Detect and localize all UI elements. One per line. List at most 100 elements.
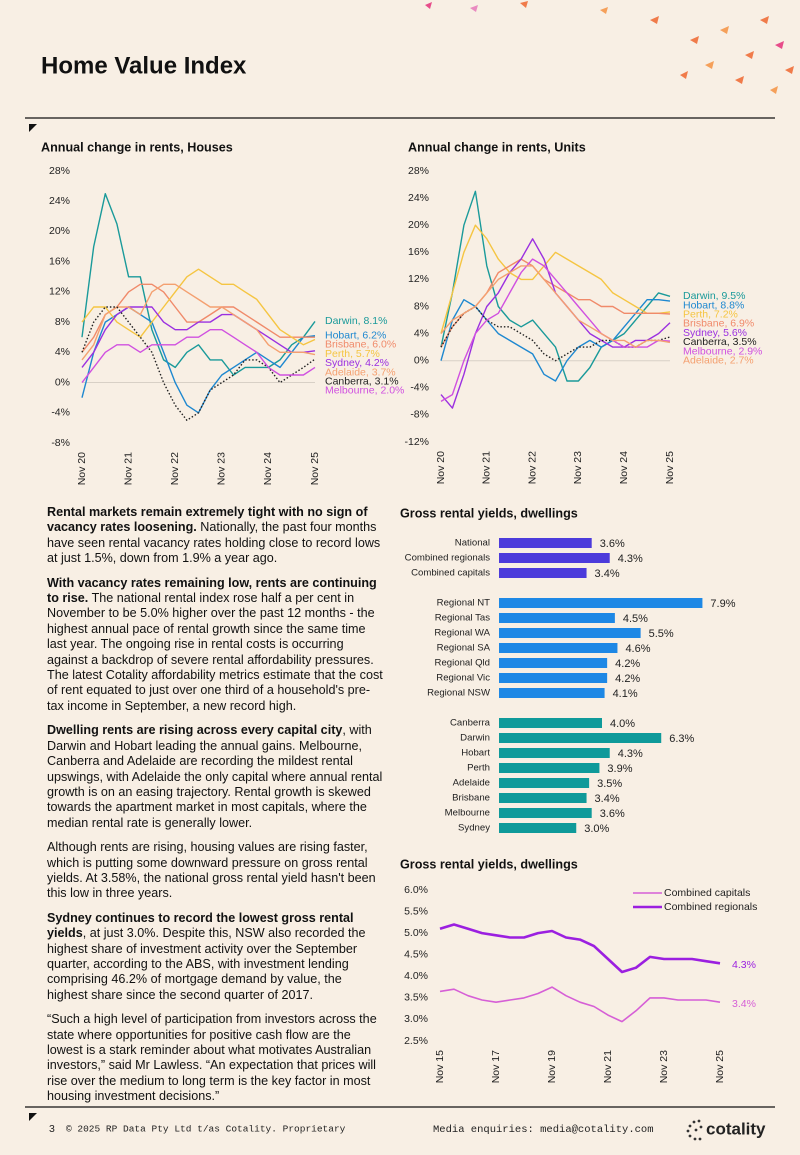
bar-value-label: 4.3% <box>618 748 643 760</box>
bar <box>499 733 662 743</box>
corner-mark <box>29 124 37 132</box>
y-tick-label: 20% <box>408 219 429 231</box>
legend-label: Combined regionals <box>664 901 757 913</box>
chart-title: Annual change in rents, Units <box>408 140 586 154</box>
bar <box>499 643 618 653</box>
bar <box>499 688 605 698</box>
bar-value-label: 3.6% <box>600 808 625 820</box>
paragraph: Rental markets remain extremely tight wi… <box>47 505 385 567</box>
bar <box>499 553 610 563</box>
bar-category: National <box>455 538 490 549</box>
x-tick-label: Nov 25 <box>714 1050 726 1083</box>
y-tick-label: -12% <box>404 436 429 448</box>
body-text: Rental markets remain extremely tight wi… <box>47 505 385 1114</box>
series-line <box>440 265 671 348</box>
paragraph-text: , with Darwin and Hobart leading the ann… <box>47 723 383 830</box>
decoration <box>425 1 794 94</box>
y-tick-label: 16% <box>408 246 429 258</box>
series-label: Adelaide, 2.7% <box>683 355 754 367</box>
bar-category: Perth <box>467 763 490 774</box>
bar-value-label: 7.9% <box>710 598 735 610</box>
series-label: Hobart, 6.2% <box>325 329 386 341</box>
bar-value-label: 4.1% <box>613 688 638 700</box>
y-tick-label: -4% <box>51 407 70 419</box>
series-label: Adelaide, 3.7% <box>325 366 396 378</box>
paragraph-text: “Such a high level of participation from… <box>47 1012 377 1104</box>
x-tick-label: Nov 24 <box>262 452 274 485</box>
bar-category: Regional SA <box>437 643 491 654</box>
paragraph: With vacancy rates remaining low, rents … <box>47 576 385 715</box>
bar-category: Regional WA <box>434 628 490 639</box>
series-label: Hobart, 8.8% <box>683 299 744 311</box>
y-tick-label: -8% <box>410 409 429 421</box>
y-tick-label: 0% <box>55 376 70 388</box>
y-tick-label: 2.5% <box>404 1035 428 1047</box>
paragraph-text: Nationally, the past four months have se… <box>47 520 381 566</box>
paragraph-lead: Rental markets remain extremely tight wi… <box>47 505 368 535</box>
y-tick-label: 16% <box>49 255 70 267</box>
paragraph-lead: With vacancy rates remaining low, rents … <box>47 575 377 606</box>
bar <box>499 718 602 728</box>
y-tick-label: 12% <box>49 286 70 298</box>
series-line <box>440 224 671 334</box>
series-line <box>81 283 316 361</box>
bar-category: Canberra <box>450 718 491 729</box>
logo-icon <box>686 1119 703 1141</box>
bar <box>499 763 600 773</box>
corner-mark <box>29 1113 37 1121</box>
y-tick-label: -8% <box>51 437 70 449</box>
x-tick-label: Nov 21 <box>481 451 493 484</box>
x-tick-label: Nov 23 <box>658 1050 670 1083</box>
x-tick-label: Nov 22 <box>526 451 538 484</box>
y-tick-label: 4.5% <box>404 948 428 960</box>
x-tick-label: Nov 19 <box>546 1050 558 1083</box>
bar-value-label: 3.9% <box>607 763 632 775</box>
bar-value-label: 3.6% <box>600 538 625 550</box>
bar <box>499 598 703 608</box>
y-tick-label: 6.0% <box>404 884 428 896</box>
x-tick-label: Nov 20 <box>76 452 88 485</box>
y-tick-label: 0% <box>414 354 429 366</box>
x-tick-label: Nov 20 <box>435 451 447 484</box>
y-tick-label: 4% <box>414 327 429 339</box>
bar <box>499 778 590 788</box>
series-label: Canberra, 3.1% <box>325 375 399 387</box>
bar-value-label: 4.2% <box>615 658 640 670</box>
x-tick-label: Nov 17 <box>490 1050 502 1083</box>
chart-title: Gross rental yields, dwellings <box>400 506 578 520</box>
y-tick-label: 3.0% <box>404 1013 428 1025</box>
y-tick-label: 24% <box>408 192 429 204</box>
bar <box>499 673 608 683</box>
bar-category: Combined capitals <box>411 568 490 579</box>
bar-value-label: 3.4% <box>595 793 620 805</box>
bar-category: Darwin <box>460 733 490 744</box>
x-tick-label: Nov 25 <box>309 452 321 485</box>
y-tick-label: 4% <box>55 346 70 358</box>
x-tick-label: Nov 15 <box>434 1050 446 1083</box>
bar <box>499 823 577 833</box>
bar-category: Hobart <box>461 748 490 759</box>
series-label: Brisbane, 6.9% <box>683 318 754 330</box>
paragraph-text: , at just 3.0%. Despite this, NSW also r… <box>47 926 366 1002</box>
y-tick-label: 4.0% <box>404 970 428 982</box>
paragraph-text: Although rents are rising, housing value… <box>47 840 376 901</box>
bar-category: Regional Tas <box>435 613 490 624</box>
paragraph: “Such a high level of participation from… <box>47 1012 385 1104</box>
bar-value-label: 4.3% <box>618 553 643 565</box>
bar-category: Melbourne <box>445 808 490 819</box>
series-line <box>439 986 721 1023</box>
series-line <box>81 329 316 384</box>
end-label: 4.3% <box>732 959 756 971</box>
bar-value-label: 3.4% <box>595 568 620 580</box>
series-label: Darwin, 8.1% <box>325 315 387 327</box>
bar-value-label: 3.5% <box>597 778 622 790</box>
y-tick-label: 5.0% <box>404 927 428 939</box>
media-contact: Media enquiries: media@cotality.com <box>433 1124 654 1136</box>
x-tick-label: Nov 21 <box>602 1050 614 1083</box>
bar <box>499 808 592 818</box>
bar-category: Combined regionals <box>405 553 491 564</box>
series-label: Perth, 7.2% <box>683 309 738 321</box>
bar <box>499 538 592 548</box>
bar-value-label: 3.0% <box>584 823 609 835</box>
